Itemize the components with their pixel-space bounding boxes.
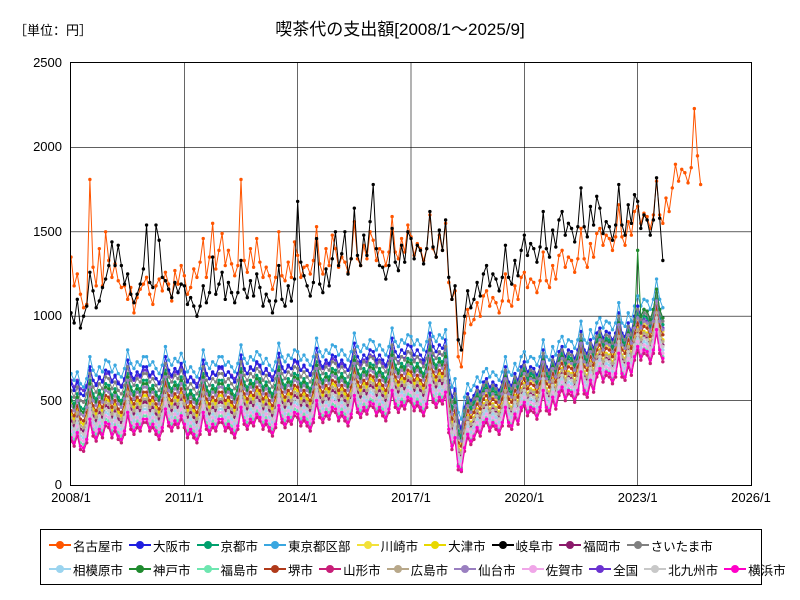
- legend-item[interactable]: 大津市: [424, 536, 486, 555]
- legend-label: 大阪市: [153, 539, 191, 554]
- y-tick-label: 1500: [33, 223, 62, 239]
- series-横浜市: [71, 328, 665, 472]
- series-canvas: [71, 63, 751, 485]
- legend-item[interactable]: 福島市: [196, 560, 259, 579]
- legend-marker-icon: [49, 540, 71, 550]
- legend-label: 堺市: [288, 563, 314, 578]
- legend-marker-icon: [644, 564, 667, 574]
- y-tick-label: 0: [54, 477, 62, 492]
- legend-marker-icon: [264, 540, 287, 550]
- legend-marker-icon: [454, 564, 477, 574]
- legend-item[interactable]: 広島市: [386, 560, 449, 579]
- legend-item[interactable]: 京都市: [196, 536, 259, 555]
- legend-item[interactable]: 佐賀市: [521, 560, 584, 579]
- unit-label: ［単位：円］: [14, 23, 93, 38]
- series-岐阜市: [71, 176, 665, 352]
- y-tick-label: 500: [40, 392, 62, 408]
- legend-label: 川崎市: [380, 539, 419, 554]
- legend-marker-icon: [386, 564, 409, 574]
- legend-item[interactable]: 福岡市: [559, 536, 621, 555]
- legend-label: さいたま市: [650, 539, 713, 554]
- legend-marker-icon: [356, 540, 379, 550]
- legend-marker-icon: [559, 540, 582, 550]
- plot-area: [70, 62, 752, 486]
- series-仙台市: [71, 299, 665, 443]
- x-tick-label: 2020/1: [504, 490, 545, 505]
- x-tick-label: 2011/1: [164, 490, 204, 505]
- x-tick-label: 2023/1: [617, 490, 658, 505]
- legend-item[interactable]: 全国: [589, 560, 638, 579]
- legend-item[interactable]: 神戸市: [129, 560, 191, 579]
- x-tick-label: 2014/1: [277, 490, 318, 505]
- legend-label: 山形市: [343, 563, 381, 578]
- legend-label: 横浜市: [748, 563, 786, 578]
- legend-item[interactable]: 北九州市: [644, 560, 718, 579]
- legend-label: 京都市: [220, 539, 259, 554]
- legend-label: 東京都区部: [288, 539, 351, 554]
- legend-marker-icon: [264, 564, 287, 574]
- legend-label: 名古屋市: [73, 539, 124, 554]
- legend-label: 神戸市: [153, 563, 191, 578]
- legend-item[interactable]: 横浜市: [724, 560, 786, 579]
- legend-item[interactable]: 岐阜市: [491, 536, 554, 555]
- legend-label: 仙台市: [478, 563, 516, 578]
- legend-item[interactable]: 川崎市: [356, 536, 419, 555]
- y-tick-label: 2500: [33, 55, 62, 70]
- chart-title: 喫茶代の支出額[2008/1〜2025/9]: [275, 20, 525, 39]
- y-tick-label: 1000: [33, 308, 62, 324]
- series-北九州市: [71, 316, 665, 460]
- legend-item[interactable]: 大阪市: [129, 536, 191, 555]
- legend-item[interactable]: 山形市: [319, 560, 381, 579]
- legend-label: 北九州市: [668, 563, 719, 578]
- legend-marker-icon: [626, 540, 649, 550]
- legend-label: 広島市: [410, 563, 449, 578]
- legend-item[interactable]: 仙台市: [454, 560, 516, 579]
- series-東京都区部: [71, 277, 665, 421]
- legend-marker-icon: [49, 564, 71, 574]
- legend-label: 全国: [613, 563, 639, 578]
- legend-label: 相模原市: [73, 563, 124, 578]
- legend-row-2: 相模原市 神戸市 福島市 堺市 山形市 広島市 仙台市 佐賀市 全国 北九州市 横浜市: [41, 557, 786, 581]
- chart-legend: 名古屋市 大阪市 京都市 東京都区部 川崎市 大津市 岐阜市 福岡市 さいたま市 相模原市 神戸市…: [40, 529, 786, 585]
- series-名古屋市: [71, 106, 703, 369]
- legend-marker-icon: [491, 540, 514, 550]
- legend-item[interactable]: 名古屋市: [49, 536, 123, 555]
- legend-marker-icon: [129, 564, 152, 574]
- legend-marker-icon: [424, 540, 447, 550]
- legend-row-1: 名古屋市 大阪市 京都市 東京都区部 川崎市 大津市 岐阜市 福岡市 さいたま市: [41, 533, 761, 557]
- x-tick-label: 2008/1: [51, 490, 91, 505]
- x-tick-label: 2026/1: [731, 490, 771, 505]
- legend-label: 福島市: [220, 563, 259, 578]
- x-tick-label: 2017/1: [391, 490, 431, 505]
- legend-marker-icon: [196, 564, 219, 574]
- legend-marker-icon: [319, 564, 342, 574]
- legend-marker-icon: [589, 564, 612, 574]
- legend-marker-icon: [196, 540, 219, 550]
- y-tick-label: 2000: [33, 139, 62, 155]
- legend-item[interactable]: 相模原市: [49, 560, 123, 579]
- legend-item[interactable]: 東京都区部: [264, 536, 351, 555]
- legend-label: 佐賀市: [545, 563, 584, 578]
- legend-label: 岐阜市: [515, 539, 554, 554]
- legend-marker-icon: [724, 564, 747, 574]
- legend-item[interactable]: さいたま市: [626, 536, 713, 555]
- legend-label: 福岡市: [583, 539, 621, 554]
- legend-marker-icon: [521, 564, 544, 574]
- legend-item[interactable]: 堺市: [264, 560, 313, 579]
- legend-label: 大津市: [448, 539, 486, 554]
- legend-marker-icon: [129, 540, 152, 550]
